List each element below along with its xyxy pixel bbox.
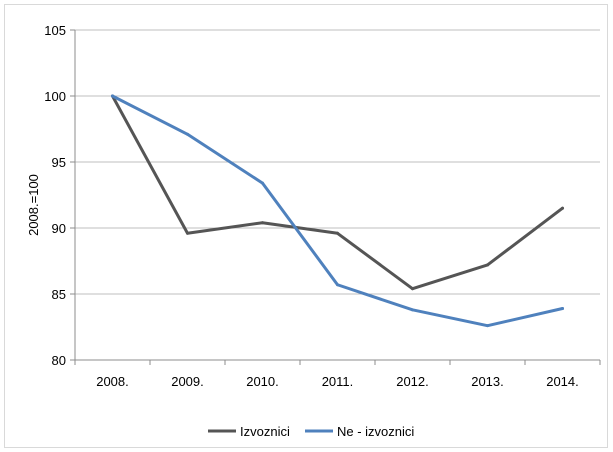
legend-label-1: Ne - izvoznici <box>337 424 414 439</box>
y-tick-label: 95 <box>52 155 66 170</box>
data-point <box>486 324 489 327</box>
x-tick-label: 2012. <box>396 374 429 389</box>
data-point <box>186 133 189 136</box>
data-point <box>336 283 339 286</box>
data-point <box>561 207 564 210</box>
data-point <box>111 95 114 98</box>
data-point <box>186 232 189 235</box>
x-tick-label: 2010. <box>246 374 279 389</box>
data-point <box>336 232 339 235</box>
axes <box>70 30 600 365</box>
y-axis-title: 2008.=100 <box>26 174 41 236</box>
y-tick-label: 100 <box>44 89 66 104</box>
x-tick-label: 2008. <box>96 374 129 389</box>
x-tick-label: 2011. <box>322 374 354 389</box>
legend: Izvoznici Ne - izvoznici <box>208 424 414 439</box>
data-point <box>261 182 264 185</box>
y-tick-labels: 80 85 90 95 100 105 <box>44 23 66 368</box>
y-tick-label: 105 <box>44 23 66 38</box>
series-lines <box>111 95 564 328</box>
y-tick-label: 80 <box>52 353 66 368</box>
x-tick-label: 2013. <box>471 374 504 389</box>
series-line-0 <box>113 96 563 289</box>
data-point <box>561 307 564 310</box>
x-tick-label: 2014. <box>546 374 579 389</box>
x-tick-label: 2009. <box>171 374 204 389</box>
data-point <box>411 308 414 311</box>
data-point <box>411 287 414 290</box>
x-tick-labels: 2008. 2009. 2010. 2011. 2012. 2013. 2014. <box>96 374 579 389</box>
gridlines <box>75 30 600 294</box>
data-point <box>486 263 489 266</box>
data-point <box>261 221 264 224</box>
y-tick-label: 85 <box>52 287 66 302</box>
y-tick-label: 90 <box>52 221 66 236</box>
series-line-1 <box>113 96 563 326</box>
legend-label-0: Izvoznici <box>240 424 290 439</box>
